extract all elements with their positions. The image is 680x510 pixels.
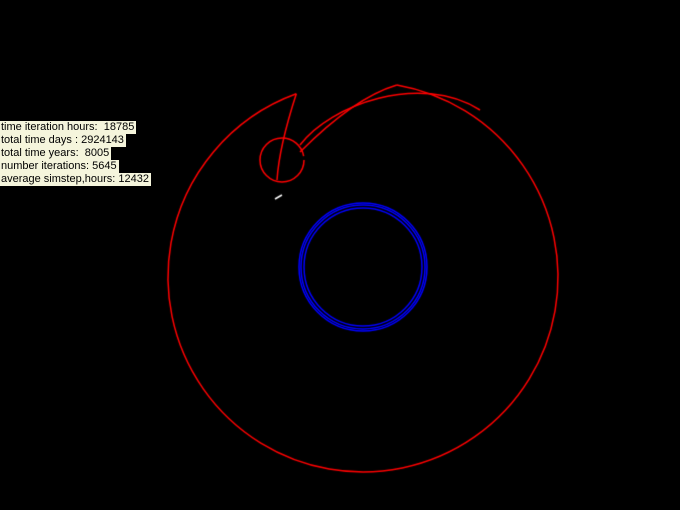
stat-total-time-days: total time days : 2924143: [0, 134, 126, 147]
stats-panel: time iteration hours: 18785 total time d…: [0, 121, 151, 186]
stat-total-time-years: total time years: 8005: [0, 147, 111, 160]
stat-number-iterations: number iterations: 5645: [0, 160, 119, 173]
stat-average-simstep: average simstep,hours: 12432: [0, 173, 151, 186]
stat-time-iteration-hours: time iteration hours: 18785: [0, 121, 136, 134]
orbit-simulation-canvas: [0, 0, 680, 510]
